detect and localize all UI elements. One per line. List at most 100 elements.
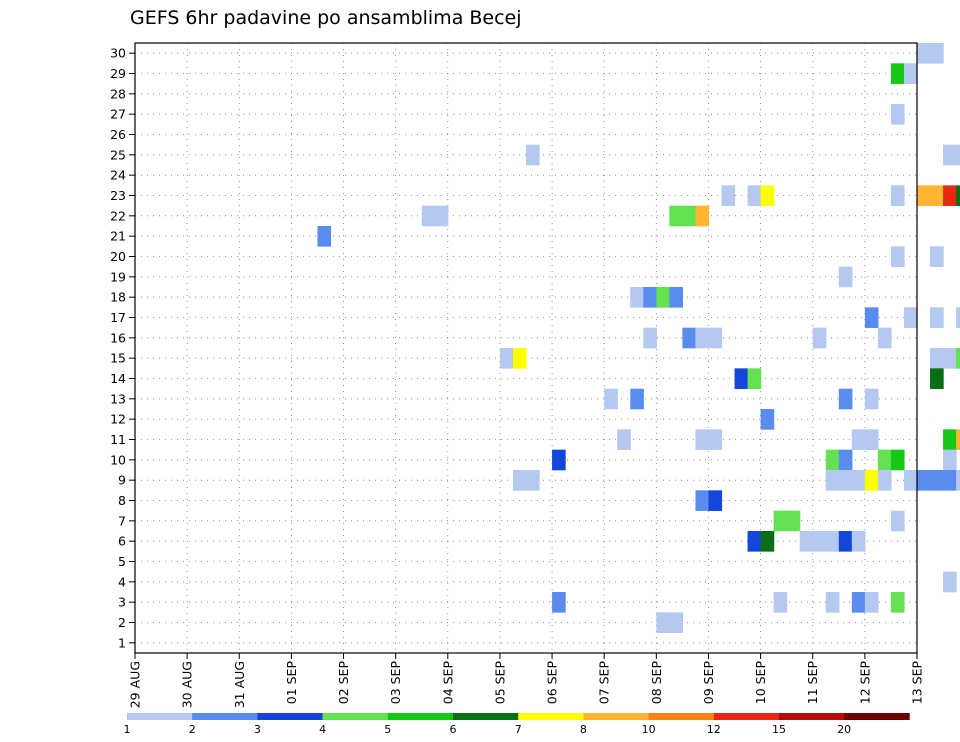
x-tick-label: 08 SEP <box>649 661 664 705</box>
precip-cell <box>851 470 866 491</box>
precip-cell <box>864 592 879 613</box>
precip-cell <box>851 592 866 613</box>
x-tick-label: 06 SEP <box>545 661 560 705</box>
y-tick-label: 20 <box>110 249 126 264</box>
precip-cell <box>851 531 866 552</box>
precip-cell <box>838 470 853 491</box>
precip-cell <box>512 348 527 369</box>
y-tick-label: 23 <box>110 188 126 203</box>
precip-cell <box>773 510 788 532</box>
legend-label: 20 <box>837 723 851 736</box>
legend-swatch <box>387 713 454 720</box>
precip-cell <box>890 449 905 471</box>
color-legend: 1 2 3 4 5 6 7 8 10 12 15 20 <box>124 713 910 736</box>
precip-cell <box>695 429 710 450</box>
precip-cell <box>838 266 853 288</box>
y-tick-label: 1 <box>118 635 126 650</box>
precip-cell <box>838 531 853 552</box>
precip-cell <box>512 470 527 491</box>
y-tick-label: 4 <box>118 574 126 589</box>
precip-cell <box>812 531 827 552</box>
x-axis: 29 AUG 30 AUG 31 AUG 01 SEP 02 SEP 03 SEP 04 S… <box>128 653 925 708</box>
precip-cell <box>434 205 449 227</box>
legend-label: 6 <box>450 723 457 736</box>
precip-cell <box>682 205 697 227</box>
legend-label: 12 <box>707 723 721 736</box>
precip-cell <box>747 531 762 552</box>
precip-cell <box>760 531 775 552</box>
legend-label: 5 <box>384 723 391 736</box>
y-tick-label: 14 <box>110 371 126 386</box>
precip-cell <box>917 43 931 64</box>
precip-cell <box>682 327 697 349</box>
y-tick-label: 16 <box>110 330 126 345</box>
legend-swatch <box>322 713 389 720</box>
precip-cell <box>943 185 957 206</box>
y-tick-label: 12 <box>110 412 126 427</box>
precip-cell <box>656 612 670 633</box>
precip-cell <box>877 327 892 349</box>
y-tick-label: 28 <box>110 86 126 101</box>
chart-title: GEFS 6hr padavine po ansamblima Becej <box>130 7 522 29</box>
y-tick-label: 29 <box>110 66 126 81</box>
y-tick-label: 26 <box>110 127 126 142</box>
y-tick-label: 11 <box>110 432 126 447</box>
x-tick-label: 29 AUG <box>128 661 143 708</box>
legend-swatch <box>518 713 584 720</box>
precip-cell <box>930 348 944 369</box>
precip-cell <box>930 368 944 389</box>
precip-cell <box>317 226 332 247</box>
precip-cell <box>721 185 736 206</box>
precip-cell <box>708 327 723 349</box>
legend-label: 1 <box>124 723 131 736</box>
precip-cell <box>851 429 866 450</box>
precip-cell <box>643 287 657 308</box>
x-tick-label: 11 SEP <box>805 661 820 705</box>
precip-cell <box>864 307 879 328</box>
x-tick-label: 30 AUG <box>180 661 195 708</box>
precip-cell <box>708 429 723 450</box>
precip-cell <box>943 144 957 166</box>
precip-cell <box>930 43 944 64</box>
legend-label: 10 <box>642 723 656 736</box>
precip-cells <box>317 43 960 633</box>
precip-cell <box>825 592 840 613</box>
x-tick-label: 10 SEP <box>753 661 768 705</box>
precip-cell <box>669 205 683 227</box>
precip-cell <box>552 449 566 471</box>
legend-label: 8 <box>580 723 587 736</box>
precip-cell <box>864 388 879 410</box>
precip-cell <box>552 592 566 613</box>
precip-cell <box>669 287 683 308</box>
precip-cell <box>956 144 960 166</box>
grid <box>135 43 917 653</box>
legend-swatch <box>257 713 323 720</box>
y-tick-label: 8 <box>118 493 126 508</box>
y-tick-label: 21 <box>110 229 126 244</box>
precip-cell <box>864 470 879 491</box>
precip-cell <box>630 388 644 410</box>
y-tick-label: 25 <box>110 147 126 162</box>
precip-cell <box>917 185 931 206</box>
x-tick-label: 04 SEP <box>440 661 455 705</box>
legend-label: 3 <box>254 723 261 736</box>
precip-cell <box>669 612 683 633</box>
precip-cell <box>643 327 657 349</box>
precip-cell <box>956 348 960 369</box>
precip-cell <box>630 287 644 308</box>
precip-cell <box>890 185 905 206</box>
legend-swatch <box>648 713 715 720</box>
precip-cell <box>695 205 710 227</box>
x-tick-label: 09 SEP <box>701 661 716 705</box>
precip-cell <box>890 246 905 267</box>
y-tick-label: 18 <box>110 290 126 305</box>
precip-cell <box>812 327 827 349</box>
precip-cell <box>825 470 840 491</box>
precip-cell <box>956 307 960 328</box>
precip-cell <box>786 510 801 532</box>
precip-cell <box>604 388 618 410</box>
y-tick-label: 5 <box>118 554 126 569</box>
legend-label: 15 <box>772 723 786 736</box>
precip-cell <box>864 429 879 450</box>
